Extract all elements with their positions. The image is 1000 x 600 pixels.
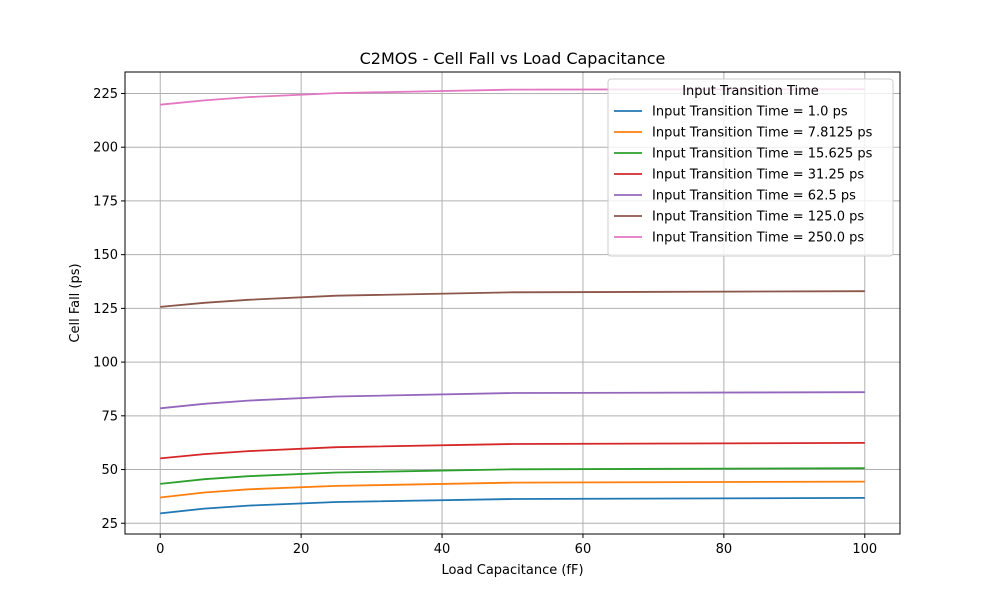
series-line (160, 88, 865, 106)
y-tick-label: 125 (93, 302, 118, 317)
legend-label: Input Transition Time = 1.0 ps (652, 105, 848, 120)
legend-box (607, 78, 894, 257)
legend-label: Input Transition Time = 62.5 ps (652, 189, 856, 204)
legend-label: Input Transition Time = 15.625 ps (652, 147, 873, 162)
series-line (160, 496, 865, 515)
legend-label: Input Transition Time = 31.25 ps (652, 168, 864, 183)
y-tick-label: 25 (101, 517, 118, 532)
x-tick-label: 40 (434, 542, 451, 557)
x-tick-label: 60 (575, 542, 592, 557)
axis-ticks: 0 20 40 60 80 100 25 50 75 100 125 150 175 200 225 (93, 87, 877, 557)
series-line (160, 467, 865, 485)
x-axis-title: Load Capacitance (fF) (441, 563, 583, 578)
plot-frame (124, 71, 901, 535)
y-tick-label: 200 (93, 141, 118, 156)
series-line (160, 391, 865, 410)
y-tick-label: 150 (93, 248, 118, 263)
x-tick-label: 80 (716, 542, 733, 557)
series-line (160, 480, 865, 499)
y-axis-title: Cell Fall (ps) (68, 263, 83, 342)
x-tick-label: 0 (156, 542, 164, 557)
y-tick-label: 175 (93, 194, 118, 209)
legend-entries: Input Transition Time = 1.0 ps Input Tran… (614, 105, 873, 246)
legend-label: Input Transition Time = 7.8125 ps (652, 126, 873, 141)
y-tick-label: 225 (93, 87, 118, 102)
legend-label: Input Transition Time = 125.0 ps (652, 210, 864, 225)
legend: Input Transition Time Input Transition T… (607, 78, 894, 257)
grid (125, 72, 900, 534)
legend-title: Input Transition Time (682, 84, 819, 99)
y-tick-label: 100 (93, 356, 118, 371)
series-line (160, 290, 865, 308)
y-tick-label: 75 (101, 409, 118, 424)
chart-title: C2MOS - Cell Fall vs Load Capacitance (360, 49, 666, 68)
series-line (160, 441, 865, 460)
x-tick-label: 100 (852, 542, 877, 557)
legend-label: Input Transition Time = 250.0 ps (652, 231, 864, 246)
x-tick-label: 20 (293, 542, 310, 557)
y-tick-label: 50 (101, 463, 118, 478)
series-lines (160, 88, 865, 515)
